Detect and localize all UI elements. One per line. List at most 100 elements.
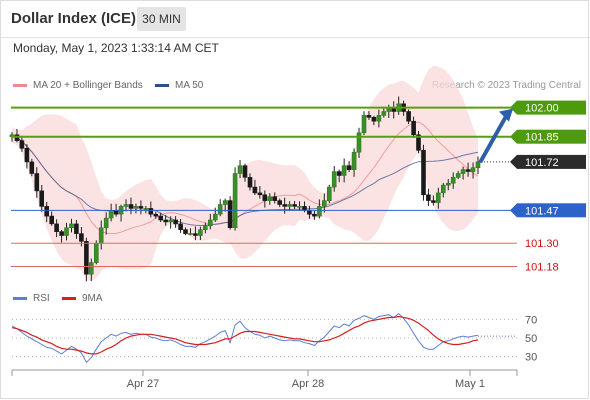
candle-body	[426, 194, 431, 201]
level-label-102-00: 102.00	[525, 103, 559, 115]
level-tag-pointer	[510, 203, 517, 218]
candle-body	[292, 204, 297, 207]
candle-body	[113, 210, 119, 215]
candle-body	[227, 200, 233, 229]
legend-9ma-label: 9MA	[82, 293, 103, 304]
candle-body	[153, 213, 159, 217]
candle-body	[138, 206, 144, 209]
candle-body	[282, 204, 288, 207]
candle-body	[158, 215, 163, 221]
timeframe-badge[interactable]: 30 MIN	[137, 7, 186, 31]
level-tag-101-47	[517, 203, 586, 218]
level-label-101-47: 101.47	[525, 205, 559, 217]
rsi-swatch	[13, 297, 27, 300]
candle-body	[213, 213, 218, 221]
candle-body	[346, 165, 352, 170]
candle-body	[64, 227, 69, 236]
candle-body	[84, 241, 89, 275]
candle-body	[460, 169, 466, 174]
legend-rsi-label: RSI	[33, 293, 50, 304]
rsi-series-9ma	[11, 315, 479, 355]
candle-body	[431, 200, 436, 203]
level-tag-pointer	[510, 129, 517, 144]
candle-body	[381, 111, 387, 116]
ma50-swatch	[155, 84, 169, 87]
candle-body	[103, 217, 109, 229]
candle-body	[247, 177, 253, 188]
candle-body	[440, 184, 446, 194]
candle-body	[366, 115, 372, 118]
candle-body	[435, 192, 441, 203]
candle-body	[98, 227, 104, 244]
candle-body	[94, 242, 99, 263]
candle-body	[232, 173, 238, 229]
candle-body	[34, 173, 40, 192]
rsi-tick-30: 30	[525, 352, 537, 364]
legend-ma50: MA 50	[155, 80, 203, 91]
candle-body	[277, 200, 283, 205]
candle-body	[133, 206, 139, 209]
level-label-101-18: 101.18	[525, 262, 559, 274]
instrument-title: Dollar Index (ICE)	[11, 10, 137, 27]
candle-body	[312, 213, 317, 217]
candle-body	[143, 208, 149, 210]
candle-body	[178, 223, 183, 230]
candle-body	[128, 204, 134, 209]
candle-body	[74, 223, 79, 234]
candle-body	[108, 210, 114, 219]
level-tag-pointer	[510, 100, 517, 115]
candle-body	[193, 233, 198, 236]
candle-body	[257, 192, 263, 196]
candle-body	[445, 182, 451, 186]
ma50-line	[11, 134, 479, 227]
forecast-arrow-shaft	[479, 112, 509, 163]
candle-body	[321, 200, 327, 207]
x-tick-label: Apr 27	[127, 378, 159, 390]
candle-body	[341, 165, 347, 176]
candle-body	[69, 223, 74, 229]
candle-body	[252, 186, 258, 194]
candle-body	[317, 206, 322, 217]
candle-body	[411, 120, 416, 136]
legend-rsi: RSI	[13, 293, 50, 304]
rsi-series-rsi	[11, 313, 479, 364]
ma20-swatch	[13, 84, 27, 87]
candle-body	[406, 111, 411, 122]
candle-body	[183, 229, 188, 234]
legend-ma20: MA 20 + Bollinger Bands	[13, 80, 143, 91]
candle-body	[173, 219, 178, 225]
candle-body	[242, 165, 248, 178]
candle-body	[470, 167, 476, 172]
level-label-101-30: 101.30	[525, 238, 559, 250]
rsi-tick-50: 50	[525, 333, 537, 345]
level-tag-102-00	[517, 100, 586, 115]
candle-body	[29, 161, 35, 174]
level-label-101-72: 101.72	[525, 157, 559, 169]
candle-body	[287, 204, 292, 207]
x-tick-label: May 1	[455, 378, 485, 390]
candle-body	[307, 210, 312, 215]
candle-body	[421, 149, 426, 196]
candle-body	[416, 134, 421, 151]
legend-ma50-label: MA 50	[175, 80, 204, 91]
candle-body	[208, 219, 213, 227]
forecast-arrow-head	[499, 108, 513, 122]
candle-body	[89, 262, 94, 275]
candle-body	[356, 132, 362, 153]
candle-body	[376, 115, 382, 122]
candle-body	[44, 206, 50, 217]
candle-body	[203, 225, 208, 231]
candle-body	[222, 200, 228, 205]
candle-body	[148, 208, 154, 215]
candle-body	[198, 229, 203, 236]
candle-body	[455, 173, 461, 178]
candle-body	[267, 196, 273, 201]
level-tag-101-85	[517, 129, 586, 144]
candle-body	[475, 161, 481, 168]
ma20-line	[11, 121, 479, 235]
header-divider	[0, 37, 590, 38]
candle-body	[465, 169, 471, 172]
x-tick-label: Apr 28	[292, 378, 324, 390]
candle-body	[123, 204, 129, 207]
candle-body	[59, 231, 64, 236]
